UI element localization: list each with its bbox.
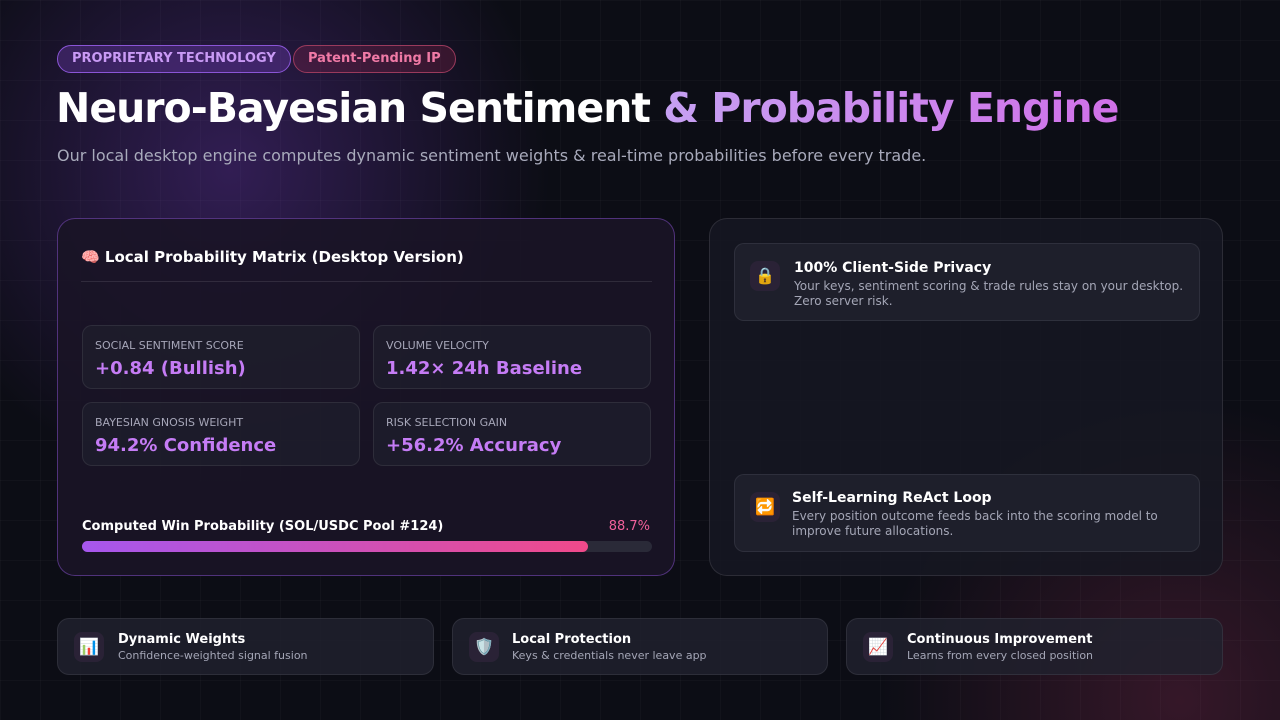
feature-body: 100% Client-Side Privacy Your keys, senti… [794, 260, 1194, 309]
metric: VOLUME VELOCITY 1.42× 24h Baseline [373, 325, 651, 389]
matrix-card: 🧠 Local Probability Matrix (Desktop Vers… [57, 218, 675, 576]
divider [81, 281, 652, 282]
bottom-card: 📈 Continuous Improvement Learns from ever… [846, 618, 1223, 675]
feature: 🔁 Self-Learning ReAct Loop Every position… [734, 474, 1200, 552]
metric-value: +56.2% Accuracy [386, 435, 562, 456]
feature-title: 100% Client-Side Privacy [794, 260, 992, 276]
feature-text: Your keys, sentiment scoring & trade rul… [794, 279, 1184, 308]
badge: PROPRIETARY TECHNOLOGY [57, 45, 291, 73]
bottom-card: 🛡️ Local Protection Keys & credentials ne… [452, 618, 828, 675]
feature-body: Self-Learning ReAct Loop Every position o… [792, 490, 1192, 539]
bottom-icon: 🛡️ [469, 632, 499, 662]
matrix-title: 🧠 Local Probability Matrix (Desktop Vers… [81, 248, 464, 266]
bottom-text: Keys & credentials never leave app [512, 649, 707, 662]
progress-value: 88.7% [608, 519, 650, 534]
bottom-body: Dynamic Weights Confidence-weighted signa… [118, 632, 308, 663]
metric-value: 1.42× 24h Baseline [386, 358, 583, 379]
metric-label: RISK SELECTION GAIN [386, 416, 508, 429]
bottom-body: Continuous Improvement Learns from every … [907, 632, 1093, 663]
metric: SOCIAL SENTIMENT SCORE +0.84 (Bullish) [82, 325, 360, 389]
bottom-icon: 📈 [863, 632, 893, 662]
metric: RISK SELECTION GAIN +56.2% Accuracy [373, 402, 651, 466]
bottom-title: Local Protection [512, 632, 632, 647]
bottom-title: Dynamic Weights [118, 632, 246, 647]
title: Neuro-Bayesian Sentiment & Probability E… [56, 84, 1119, 132]
subtitle: Our local desktop engine computes dynami… [57, 146, 927, 165]
bottom-text: Learns from every closed position [907, 649, 1094, 662]
metric-value: 94.2% Confidence [95, 435, 277, 456]
progress-track [82, 541, 652, 552]
metric-label: BAYESIAN GNOSIS WEIGHT [95, 416, 244, 429]
bottom-card: 📊 Dynamic Weights Confidence-weighted sig… [57, 618, 434, 675]
title-main: Neuro-Bayesian Sentiment [56, 84, 651, 132]
feature-icon: 🔒 [750, 261, 780, 291]
feature-text: Every position outcome feeds back into t… [792, 509, 1158, 538]
metric-label: SOCIAL SENTIMENT SCORE [95, 339, 244, 352]
bottom-title: Continuous Improvement [907, 632, 1093, 647]
progress-label: Computed Win Probability (SOL/USDC Pool … [82, 519, 444, 534]
badge: Patent-Pending IP [293, 45, 456, 73]
progress-bar [82, 541, 588, 552]
bottom-icon: 📊 [74, 632, 104, 662]
feature-title: Self-Learning ReAct Loop [792, 490, 992, 506]
metric-value: +0.84 (Bullish) [95, 358, 246, 379]
features-card: 🔒 100% Client-Side Privacy Your keys, sen… [709, 218, 1223, 576]
bottom-text: Confidence-weighted signal fusion [118, 649, 308, 662]
feature: 🔒 100% Client-Side Privacy Your keys, sen… [734, 243, 1200, 321]
bottom-body: Local Protection Keys & credentials never… [512, 632, 707, 663]
feature-icon: 🔁 [750, 492, 780, 522]
metric: BAYESIAN GNOSIS WEIGHT 94.2% Confidence [82, 402, 360, 466]
title-highlight: & Probability Engine [663, 84, 1119, 132]
metric-label: VOLUME VELOCITY [386, 339, 489, 352]
